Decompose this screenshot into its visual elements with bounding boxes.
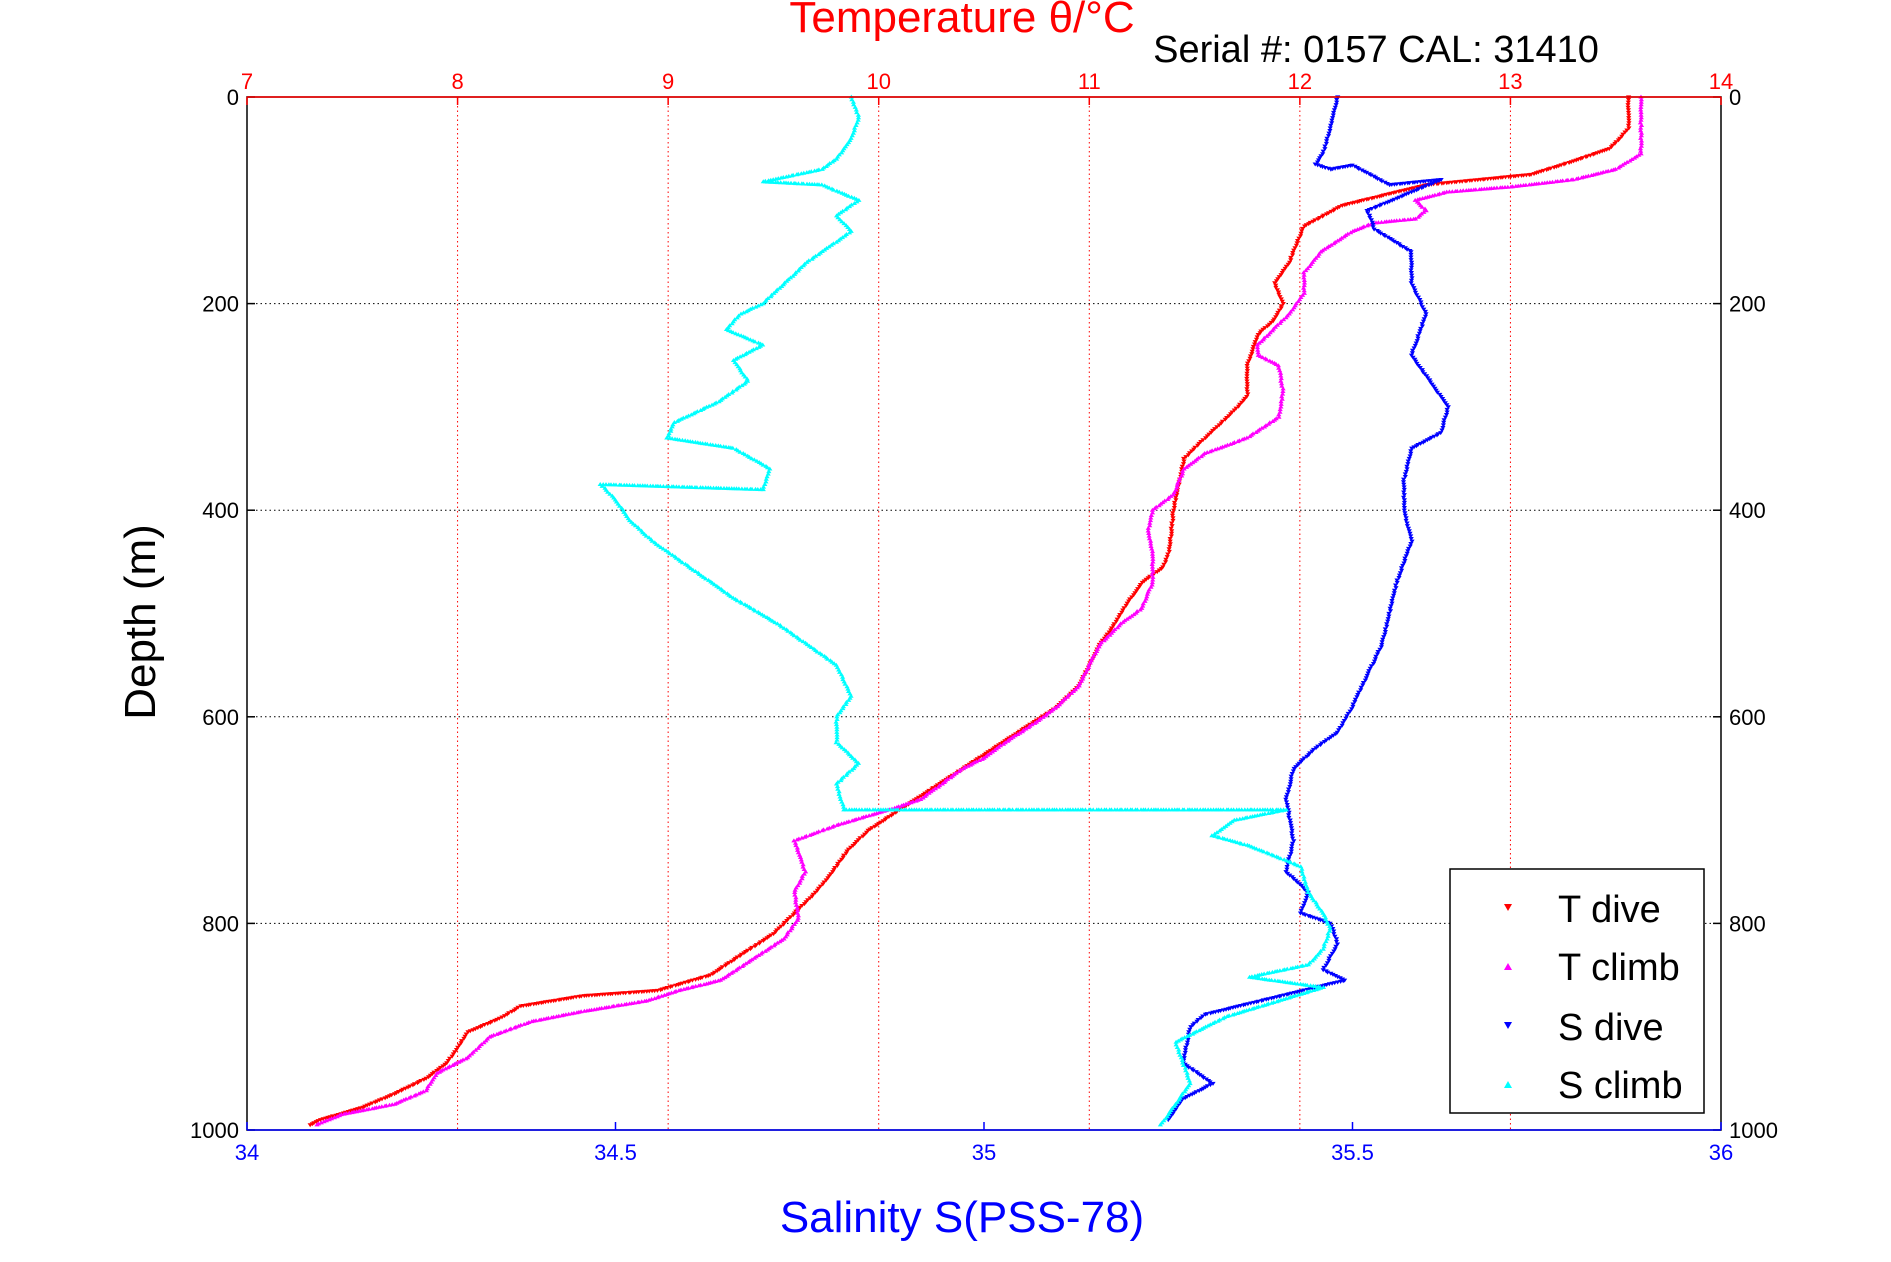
depth-tick-label: 600: [202, 705, 239, 730]
temperature-tick-label: 13: [1498, 69, 1522, 94]
depth-tick-label-right: 200: [1729, 292, 1766, 317]
depth-tick-label: 200: [202, 292, 239, 317]
depth-tick-label-right: 0: [1729, 85, 1741, 110]
serial-annotation: Serial #: 0157 CAL: 31410: [1153, 29, 1599, 71]
temperature-tick-label: 7: [241, 69, 253, 94]
temperature-axis-title: Temperature θ/°C: [789, 0, 1134, 42]
legend-label-t-climb: T climb: [1558, 947, 1680, 989]
temperature-tick-label: 11: [1078, 69, 1101, 94]
depth-axis-title: Depth (m): [116, 524, 165, 720]
depth-tick-label: 800: [202, 911, 239, 936]
depth-tick-label: 400: [202, 498, 239, 523]
temperature-tick-label: 9: [662, 69, 674, 94]
legend-label-s-dive: S dive: [1558, 1007, 1664, 1049]
legend-label-t-dive: T dive: [1558, 889, 1661, 931]
depth-tick-label: 1000: [190, 1118, 239, 1143]
salinity-tick-label: 34: [235, 1140, 259, 1165]
salinity-tick-label: 34.5: [594, 1140, 637, 1165]
salinity-tick-label: 36: [1709, 1140, 1733, 1165]
legend: T dive T climb S dive S climb: [1450, 869, 1704, 1113]
temperature-tick-label: 10: [866, 69, 890, 94]
temperature-tick-label: 8: [451, 69, 463, 94]
legend-label-s-climb: S climb: [1558, 1065, 1683, 1107]
salinity-tick-label: 35.5: [1331, 1140, 1374, 1165]
depth-tick-label-right: 1000: [1729, 1118, 1778, 1143]
temperature-tick-label: 12: [1288, 69, 1312, 94]
salinity-axis-title: Salinity S(PSS-78): [780, 1193, 1144, 1242]
depth-tick-label-right: 600: [1729, 705, 1766, 730]
salinity-tick-label: 35: [972, 1140, 996, 1165]
depth-tick-label-right: 400: [1729, 498, 1766, 523]
depth-tick-label: 0: [227, 85, 239, 110]
depth-tick-label-right: 800: [1729, 911, 1766, 936]
